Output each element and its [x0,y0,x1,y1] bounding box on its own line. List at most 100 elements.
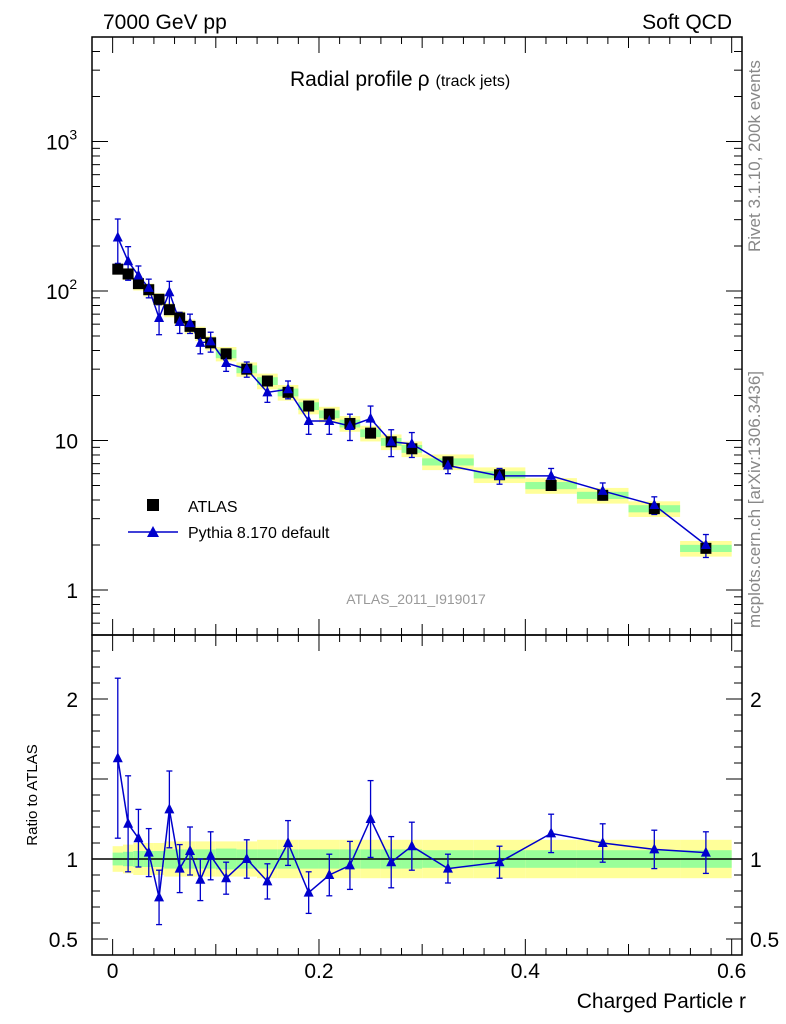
pythia-ratio-point [164,803,175,814]
pythia-point [324,415,335,426]
legend-label-pythia: Pythia 8.170 default [188,525,330,542]
atlas-point [545,480,557,491]
atlas-point [194,327,206,339]
header-left: 7000 GeV pp [103,11,227,34]
pythia-point [195,336,206,347]
pythia-point [185,317,196,328]
x-tick-label: 0.4 [511,960,541,983]
pythia-ratio-point [546,827,557,838]
ratio-y-tick-label-left: 2 [66,689,78,712]
atlas-point [261,375,273,387]
pythia-ratio-point [143,846,154,857]
pythia-ratio-point [123,817,134,828]
pythia-point [365,412,376,423]
legend: ATLAS Pythia 8.170 default [128,499,330,542]
pythia-ratio-line [117,758,706,898]
pythia-ratio-point [386,856,397,867]
pythia-point [494,469,505,480]
atlas-point [597,489,609,501]
ratio-y-tick-label-left: 0.5 [49,929,78,952]
x-axis-label: Charged Particle r [577,990,746,1013]
pythia-ratio-point [597,837,608,847]
legend-marker-pythia [147,526,159,537]
main-y-tick-exponent: 2 [69,276,77,292]
main-panel: Radial profile ρ (track jets) ATLAS_2011_I… [91,36,743,636]
pythia-ratio-point [154,891,165,902]
pythia-point [205,335,216,346]
pythia-point [143,281,154,292]
main-y-tick-label: 102 [46,276,77,304]
pythia-line [117,237,707,546]
pythia-point [546,469,557,480]
main-y-tick-label: 103 [46,126,77,154]
x-tick-label: 0 [107,960,119,983]
pythia-point [164,286,175,297]
pythia-ratio-point [262,875,273,886]
pythia-point [262,386,273,397]
main-y-tick-base: 10 [46,281,69,304]
pythia-ratio-point [283,837,294,847]
side-text-mcplots: mcplots.cern.ch [arXiv:1306.3436] [745,371,764,628]
atlas-point [122,268,134,280]
pythia-point [174,316,185,327]
pythia-point [344,420,355,431]
chart-title-text: Radial profile [290,68,413,91]
pythia-ratio-point [303,886,314,897]
pythia-ratio-point [241,853,252,863]
pythia-point [283,383,294,394]
ratio-y-tick-label-right: 2 [750,689,762,712]
atlas-point [132,278,144,290]
pythia-ratio-point [185,845,196,855]
pythia-point [700,538,711,549]
chart-title-suffix: (track jets) [436,73,511,90]
pythia-point [241,363,252,374]
chart-title-symbol: ρ [418,68,430,91]
atlas-point [153,293,165,305]
atlas-point [220,348,232,360]
pythia-ratio-point [133,832,144,843]
ratio-frame [91,634,743,956]
pythia-ratio-point [174,862,185,873]
ratio-panel: Ratio to ATLAS [24,634,743,956]
side-text-rivet: Rivet 3.1.10, 200k events [745,60,764,252]
pythia-ratio-point [442,862,453,873]
pythia-ratio-point [205,849,216,860]
pythia-ratio-point [649,843,660,854]
x-tick-label: 0.6 [717,960,746,983]
ratio-y-tick-label-right: 1 [750,849,762,872]
pythia-point [154,311,165,322]
x-tick-label: 0.2 [304,960,333,983]
pythia-point [123,255,134,266]
header-right: Soft QCD [642,11,732,34]
pythia-ratio-point [365,813,376,823]
ratio-y-label: Ratio to ATLAS [24,744,41,845]
pythia-point [597,484,608,495]
pythia-ratio-point [406,840,417,851]
ratio-y-tick-label-left: 1 [66,849,78,872]
pythia-point [133,269,144,280]
atlas-point [365,427,377,439]
pythia-point [442,459,453,470]
atlas-point [303,400,315,412]
main-y-tick-label: 1 [66,580,78,603]
atlas-point [323,408,335,420]
atlas-point [112,263,124,275]
main-frame [91,36,743,636]
pythia-ratio-point [700,846,711,857]
pythia-point [406,437,417,448]
ratio-y-tick-label-right: 0.5 [750,929,779,952]
pythia-point [649,499,660,510]
atlas-point [406,443,418,455]
atlas-point [163,304,175,316]
chart-title: Radial profile ρ (track jets) [290,68,510,91]
analysis-watermark: ATLAS_2011_I919017 [346,591,486,607]
legend-label-atlas: ATLAS [188,499,238,516]
main-y-tick-label: 10 [55,430,78,453]
pythia-ratio-point [221,872,232,883]
pythia-point [386,435,397,446]
pythia-point [112,231,123,242]
main-y-tick-exponent: 3 [69,126,77,142]
legend-marker-atlas [147,499,159,511]
pythia-ratio-point [112,752,123,763]
